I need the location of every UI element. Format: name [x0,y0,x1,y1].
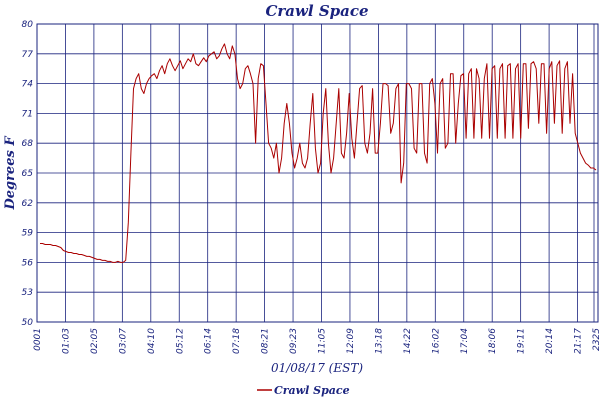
x-tick-label: 09:23 [289,328,299,354]
x-tick-label: 0001 [33,328,43,351]
x-tick-label: 21:17 [574,328,584,354]
x-tick-label: 18:06 [488,328,498,354]
y-tick-label: 74 [22,80,34,90]
y-tick-label: 50 [22,318,34,328]
x-tick-label: 16:02 [431,328,441,354]
y-axis-label: Degrees F [3,136,18,211]
x-tick-label: 17:04 [460,328,470,354]
y-tick-label: 80 [22,20,34,30]
x-tick-label: 07:18 [232,328,242,354]
y-tick-label: 77 [22,50,34,60]
x-tick-label: 2325 [592,328,600,351]
x-tick-label: 02:05 [90,328,100,354]
x-tick-label: 19:11 [517,328,527,354]
x-tick-label: 12:09 [346,328,356,354]
x-tick-label: 11:05 [318,328,328,354]
x-tick-label: 08:21 [261,328,271,354]
legend-label: Crawl Space [274,384,350,397]
x-tick-label: 01:03 [61,328,71,354]
plot-frame [36,23,599,323]
y-tick-label: 53 [22,288,34,298]
x-tick-label: 20:14 [545,328,555,354]
x-tick-label: 04:10 [147,328,157,354]
y-tick-label: 56 [22,258,34,268]
y-tick-label: 62 [22,199,34,209]
y-tick-label: 65 [22,169,34,179]
x-tick-label: 14:22 [403,328,413,354]
y-tick-labels: 50 53 56 59 62 65 68 71 74 77 80 [22,20,34,328]
y-tick-label: 68 [22,139,34,149]
legend: Crawl Space [257,384,350,397]
series-layer [40,43,597,263]
series-line-0 [40,43,597,263]
x-tick-labels: 0001 01:03 02:05 03:07 04:10 05:12 06:14 07:18 0… [33,328,600,354]
y-tick-label: 71 [22,109,33,119]
x-tick-label: 05:12 [175,328,185,354]
y-tick-label: 59 [22,229,34,239]
x-tick-label: 06:14 [204,328,214,354]
x-tick-label: 03:07 [118,328,128,354]
chart-title: Crawl Space [265,2,368,20]
x-axis-label: 01/08/17 (EST) [271,361,363,375]
x-tick-label: 13:18 [374,328,384,354]
